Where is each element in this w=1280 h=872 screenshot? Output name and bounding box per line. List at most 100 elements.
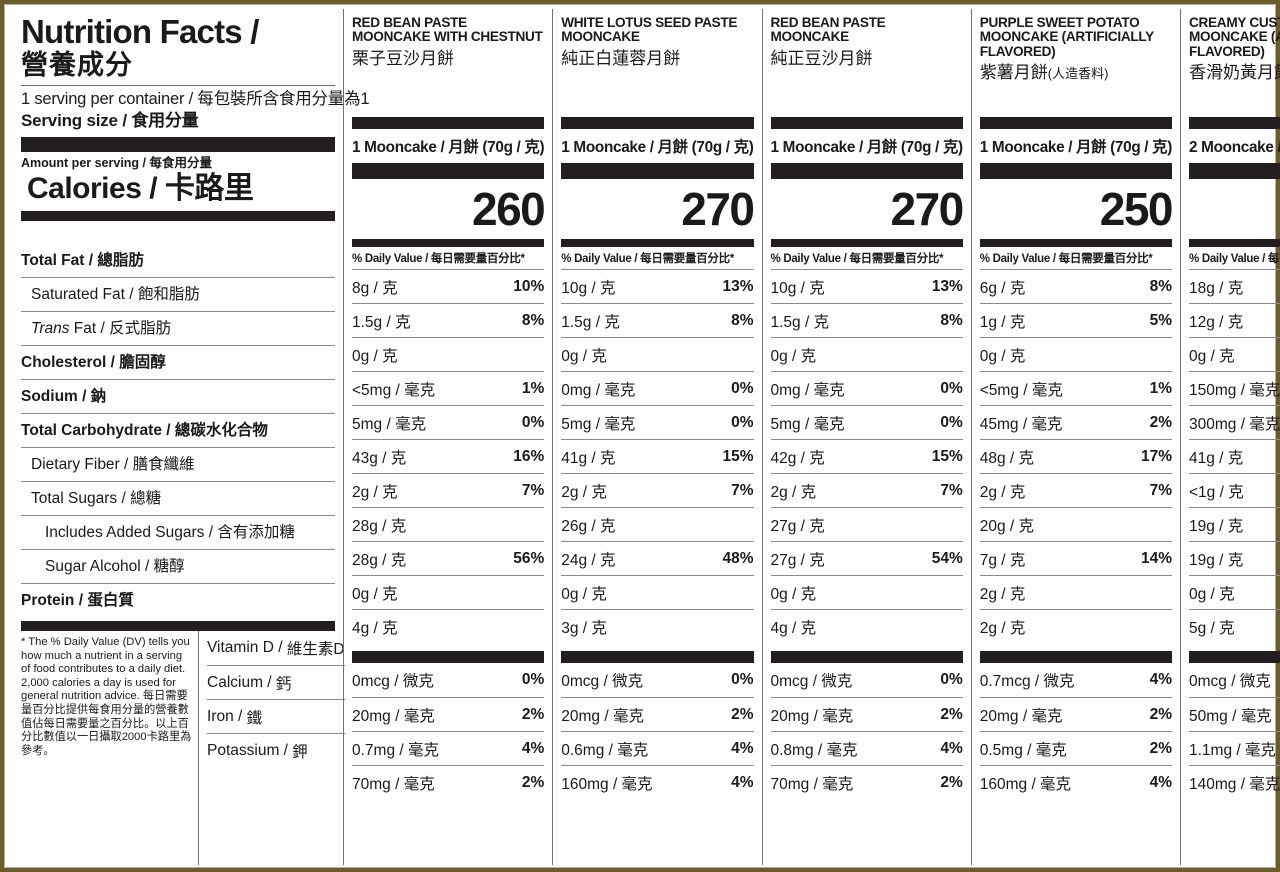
vitamin-value-row: 20mg / 毫克 2% [979,697,1172,731]
nutrient-amount: 2g / 克 [561,483,607,501]
nutrient-value-row: 0g / 克 [1189,337,1280,371]
vitamin-value-row: 20mg / 毫克 2% [770,697,963,731]
vitamin-row: Iron / 鐵 [207,699,345,733]
nutrient-row: Sugar Alcohol / 糖醇 [21,549,335,583]
nutrient-value-row: 24g / 克 48% [561,541,754,575]
product-name-zh: 香滑奶黃月餅(人造香料) [1189,63,1280,83]
nutrient-value-row: 18g / 克23% [1189,269,1280,303]
nutrient-amount: 19g / 克 [1189,517,1244,535]
nutrient-amount: 5mg / 毫克 [561,415,636,433]
divider-bar [1189,651,1280,663]
serving-size-value: 2 Mooncake / 月餅 (90g / 克) [1189,139,1280,156]
nutrient-amount: 10g / 克 [561,279,616,297]
vitamin-amount: 0.5mg / 毫克 [979,741,1067,759]
product-name-zh: 純正豆沙月餅 [770,48,873,68]
nutrient-amount: 1g / 克 [979,313,1026,331]
nutrient-value-row: 2g / 克 7% [979,473,1172,507]
vitamin-separator: / [233,707,247,725]
vitamin-amount: 0.7mcg / 微克 [979,673,1075,690]
nutrient-row-list: Total Fat / 總脂肪 Saturated Fat / 飽和脂肪 Trans… [9,243,343,617]
vitamin-name-zh: 維生素D [286,641,345,658]
vitamin-name-en: Vitamin D [207,639,274,656]
product-column: WHITE LOTUS SEED PASTE MOONCAKE 純正白蓮蓉月餅 1 … [552,9,761,865]
vitamin-daily-value: 0% [940,671,963,688]
nutrient-value-row: 1.5g / 克 8% [561,303,754,337]
page-title: Nutrition Facts / [21,13,259,50]
nutrient-amount: 0g / 克 [352,585,398,603]
nutrient-daily-value: 0% [940,379,963,397]
nutrient-value-row: 150mg / 毫克50% [1189,371,1280,405]
nutrient-value-row: 41g / 克15% [1189,439,1280,473]
nutrient-value-row: 6g / 克 8% [979,269,1172,303]
nutrient-daily-value: 8% [1149,277,1172,295]
nutrient-amount: 4g / 克 [352,619,398,637]
nutrient-value-row: 0g / 克 [770,575,963,609]
nutrient-amount: 150mg / 毫克 [1189,381,1280,399]
vitamin-separator: / [273,639,287,656]
divider-bar [352,651,545,663]
daily-value-header: % Daily Value / 每日需要量百分比* [1189,253,1280,265]
nutrient-daily-value: 8% [521,311,545,329]
vitamin-amount: 50mg / 毫克 [1189,707,1272,725]
nutrient-amount: 45mg / 毫克 [979,415,1063,433]
nutrient-value-row: <5mg / 毫克 1% [979,371,1172,405]
nutrient-daily-value: 14% [1140,549,1172,567]
vitamin-row: Potassium / 鉀 [207,733,345,767]
nutrient-amount: 0g / 克 [561,585,607,603]
nutrient-amount: 0g / 克 [352,347,398,365]
nutrient-amount: 24g / 克 [561,551,616,569]
product-name-en: PURPLE SWEET POTATO MOONCAKE (ARTIFICIAL… [979,15,1154,59]
nutrient-amount: 5g / 克 [1189,619,1235,637]
nutrient-amount: 1.5g / 克 [561,313,620,331]
nutrient-name-en: Trans Fat [31,320,97,337]
nutrient-row: Cholesterol / 膽固醇 [21,345,335,379]
vitamin-label-list: Vitamin D / 維生素D Calcium / 鈣 Iron / 鐵 Potas… [199,631,345,865]
divider-bar [770,163,963,179]
nutrient-name-zh: 膽固醇 [119,354,166,371]
divider-bar [561,651,754,663]
nutrient-amount: 28g / 克 [352,551,407,569]
nutrient-daily-value: 8% [940,311,963,329]
nutrient-value-row: 8g / 克 10% [352,269,545,303]
vitamin-value-row: 0.5mg / 毫克 2% [979,731,1172,765]
divider-bar [979,651,1172,663]
vitamin-value-row: 0.6mg / 毫克 4% [561,731,754,765]
nutrient-value-row: 10g / 克 13% [770,269,963,303]
nutrient-value-row: 12g / 克60% [1189,303,1280,337]
vitamin-daily-value: 2% [940,773,963,791]
vitamin-name-zh: 鈣 [275,675,292,693]
nutrient-row: Total Carbohydrate / 總碳水化合物 [21,413,335,447]
nutrient-name-zh: 鈉 [90,388,107,405]
nutrient-name-en: Protein [21,592,75,609]
nutrient-value-row: 5mg / 毫克 0% [352,405,545,439]
calories-value: 250 [1099,183,1174,235]
nutrient-amount: 7g / 克 [979,551,1026,569]
nutrient-row: Dietary Fiber / 膳食纖維 [21,447,335,481]
nutrient-separator: / [106,354,120,371]
product-name-en: CREAMY CUSTARD MOONCAKE (ARTIFICIALLY FL… [1189,15,1280,59]
nutrient-amount: 5mg / 毫克 [770,415,845,433]
product-name-en: RED BEAN PASTE MOONCAKE [770,15,886,45]
vitamin-amount: 140mg / 毫克 [1189,775,1280,793]
nutrient-value-row: 48g / 克 17% [979,439,1172,473]
nutrient-row: Protein / 蛋白質 [21,583,335,617]
vitamin-value-row: 20mg / 毫克 2% [561,697,754,731]
divider-bar [770,651,963,663]
vitamin-value-row: 0mcg / 微克0% [1189,663,1280,697]
nutrient-amount: 4g / 克 [770,619,817,637]
vitamin-value-row: 70mg / 毫克 2% [770,765,963,799]
vitamin-amount: 0mcg / 微克 [1189,673,1271,690]
nutrient-value-row: 5g / 克 [1189,609,1280,643]
vitamin-value-row: 0.7mcg / 微克 4% [980,663,1172,697]
vitamin-row: Calcium / 鈣 [207,665,345,699]
vitamin-daily-value: 4% [731,739,754,757]
nutrient-value-row: 0g / 克 [561,337,754,371]
nutrient-value-row: 2g / 克 7% [770,473,963,507]
nutrient-name-en: Total Sugars [31,490,118,507]
nutrient-value-row: 7g / 克 14% [979,541,1172,575]
nutrient-value-row: 42g / 克 15% [770,439,963,473]
nutrient-separator: / [140,558,154,575]
vitamin-name-en: Potassium [207,741,280,759]
nutrient-daily-value: 7% [521,481,545,499]
nutrient-value-row: 0g / 克 [979,337,1172,371]
